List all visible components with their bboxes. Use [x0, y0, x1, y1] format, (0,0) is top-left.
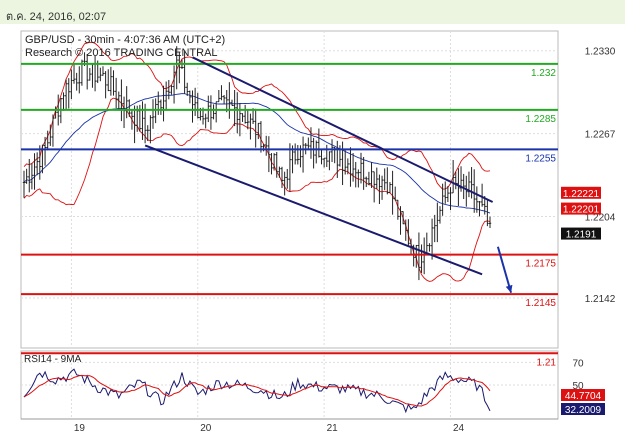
- level-label: 1.2285: [525, 114, 556, 125]
- rsi-value-tag-box: [561, 403, 605, 415]
- moving-average-line: [23, 93, 491, 214]
- chart-subtitle: Research © 2016 TRADING CENTRAL: [25, 47, 218, 59]
- channel-line-lower: [144, 144, 483, 276]
- grid-layer: [21, 31, 558, 419]
- x-tick-label: 19: [74, 423, 86, 434]
- support-resistance-levels: 1.232 1.2285 1.2255 1.2175 1.2145 1.21: [21, 62, 558, 368]
- x-tick-label: 24: [453, 423, 465, 434]
- price-tag-box: [561, 202, 601, 215]
- y-tick-label: 1.2267: [585, 130, 616, 141]
- rsi-value-tag-box: [561, 389, 605, 401]
- rsi-value-tag-label: 32.2009: [565, 405, 602, 416]
- level-label: 1.232: [531, 68, 556, 79]
- level-label: 1.2255: [525, 153, 556, 164]
- price-tag-box: [561, 186, 601, 199]
- y-tick-label: 1.2330: [585, 47, 616, 58]
- level-label: 1.2145: [525, 298, 556, 309]
- price-tag-box: [561, 227, 601, 240]
- channel-line-upper: [192, 56, 494, 203]
- channel-lines: [144, 56, 494, 276]
- rsi-value-tag-label: 44.7704: [565, 391, 602, 402]
- main-panel-frame: [20, 30, 559, 349]
- level-label: 1.2175: [525, 259, 556, 270]
- price-tag-label: 1.2191: [566, 230, 597, 241]
- bollinger-bands: [23, 41, 491, 282]
- x-tick-label: 21: [327, 423, 339, 434]
- candles: [22, 46, 492, 281]
- axis-labels: 1.2330 1.2267 1.2204 1.2142 19 20 21 24 70 50: [74, 47, 616, 434]
- rsi-ma-line: [23, 374, 491, 407]
- forecast-arrow-head: [505, 284, 513, 293]
- y-tick-label: 1.2204: [585, 212, 616, 223]
- y-tick-label: 1.2142: [585, 294, 616, 305]
- rsi-line: [23, 368, 491, 414]
- header-bar: ต.ค. 24, 2016, 02:07: [0, 0, 625, 24]
- price-tag-label: 1.22201: [563, 205, 600, 216]
- price-tags: 1.22221 1.22201 1.2191 44.7704 32.2009: [561, 186, 605, 416]
- rsi-lines: [23, 368, 491, 414]
- forecast-arrow-group: [496, 246, 513, 294]
- rsi-title: RSI14 - 9MA: [24, 354, 82, 365]
- moving-average: [23, 93, 491, 214]
- x-tick-label: 20: [200, 423, 212, 434]
- chart-title: GBP/USD - 30min - 4:07:36 AM (UTC+2): [25, 34, 225, 46]
- price-tag-label: 1.22221: [563, 189, 600, 200]
- rsi-y-tick-label: 70: [572, 358, 584, 369]
- forecast-arrow-shaft: [496, 246, 513, 294]
- header-timestamp: ต.ค. 24, 2016, 02:07: [6, 11, 107, 23]
- level-label: 1.21: [537, 357, 557, 368]
- rsi-y-tick-label: 50: [572, 381, 584, 392]
